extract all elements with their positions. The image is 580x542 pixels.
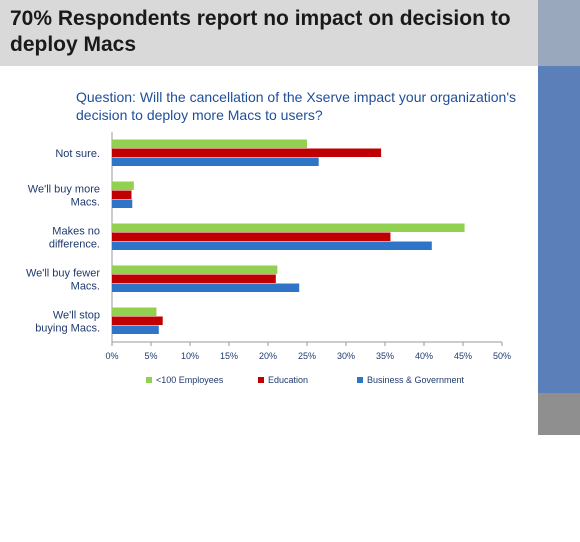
x-tick-label: 15% (220, 351, 238, 361)
x-tick-label: 50% (493, 351, 511, 361)
x-tick-label: 30% (337, 351, 355, 361)
bar (112, 223, 465, 232)
brand-subtitle: ALLIANCE (515, 430, 521, 484)
brand-sidebar: EnterpriseDesktop ALLIANCE (515, 0, 580, 538)
category-label: difference. (49, 239, 100, 251)
category-label: We'll stop (53, 310, 100, 322)
bar (112, 190, 132, 199)
category-label: We'll buy more (28, 184, 100, 196)
legend-swatch (146, 377, 152, 383)
bar (112, 307, 157, 316)
brand-name-regular: Desktop (522, 476, 541, 539)
bar (112, 157, 319, 166)
legend-label: Education (268, 375, 308, 385)
x-tick-label: 5% (144, 351, 157, 361)
x-tick-label: 20% (259, 351, 277, 361)
bar (112, 274, 276, 283)
sidebar-bottom-block (538, 393, 580, 435)
legend-label: Business & Government (367, 375, 465, 385)
x-tick-label: 45% (454, 351, 472, 361)
title-bar (0, 0, 538, 66)
bar (112, 181, 134, 190)
bar (112, 283, 300, 292)
question-text: Question: Will the cancellation of the X… (76, 89, 517, 123)
category-label: Macs. (71, 197, 100, 209)
category-label: We'll buy fewer (26, 268, 100, 280)
x-tick-label: 40% (415, 351, 433, 361)
bar (112, 265, 278, 274)
legend-label: <100 Employees (156, 375, 224, 385)
bar (112, 325, 159, 334)
bar (112, 148, 382, 157)
bar (112, 139, 307, 148)
legend-swatch (258, 377, 264, 383)
category-label: Macs. (71, 281, 100, 293)
category-label: Makes no (52, 226, 100, 238)
x-tick-label: 25% (298, 351, 316, 361)
x-tick-label: 0% (105, 351, 118, 361)
bar (112, 316, 163, 325)
bar (112, 232, 391, 241)
sidebar-top-block (538, 0, 580, 66)
bar (112, 241, 432, 250)
bar (112, 199, 133, 208)
category-label: Not sure. (55, 148, 100, 160)
x-tick-label: 35% (376, 351, 394, 361)
legend-swatch (357, 377, 363, 383)
x-tick-label: 10% (181, 351, 199, 361)
category-label: buying Macs. (35, 323, 100, 335)
slide-title: 70% Respondents report no impact on deci… (10, 7, 511, 56)
